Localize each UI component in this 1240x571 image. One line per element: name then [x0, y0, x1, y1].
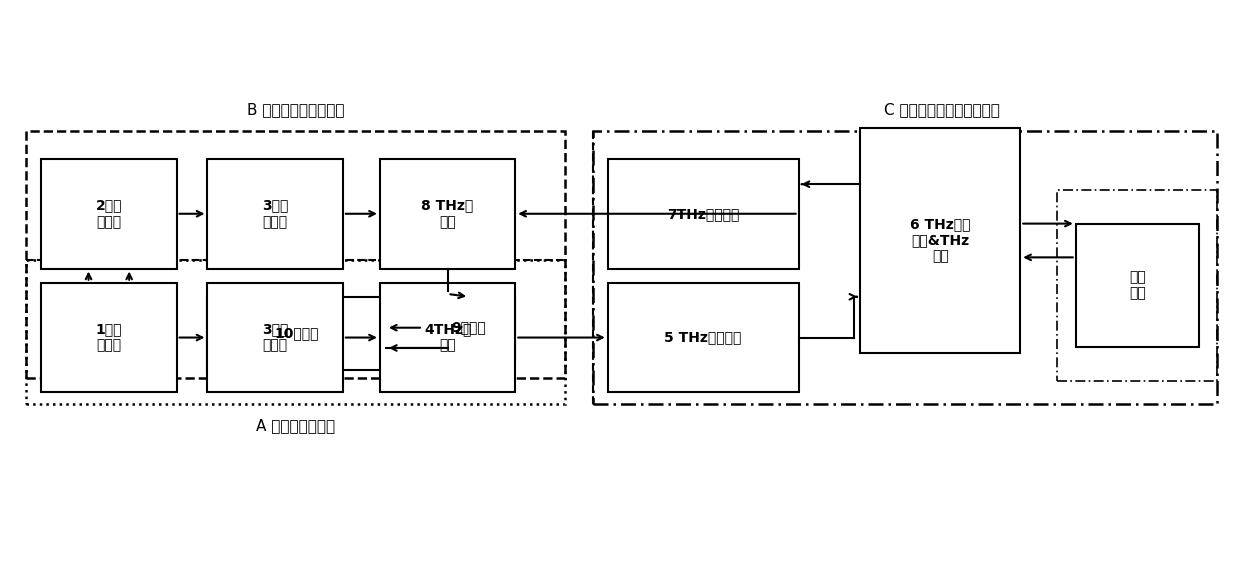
- Bar: [26, 131, 564, 379]
- Bar: [861, 128, 1021, 353]
- Bar: [41, 283, 176, 392]
- Text: C 太赫兹探测头光学子系统: C 太赫兹探测头光学子系统: [884, 102, 999, 116]
- Bar: [379, 283, 516, 392]
- Bar: [41, 159, 176, 268]
- Bar: [608, 159, 799, 268]
- Text: 5 THz准直镜组: 5 THz准直镜组: [665, 331, 742, 344]
- Bar: [593, 131, 1218, 404]
- Bar: [1058, 190, 1218, 381]
- Bar: [207, 283, 343, 392]
- Text: 2光学
延迟线: 2光学 延迟线: [95, 199, 122, 229]
- Bar: [423, 297, 516, 359]
- Text: 6 THz折转
光路&THz
窗口: 6 THz折转 光路&THz 窗口: [910, 218, 971, 264]
- Bar: [207, 159, 343, 268]
- Text: 7THz缩束镜组: 7THz缩束镜组: [667, 207, 739, 221]
- Bar: [26, 260, 564, 404]
- Text: 3光纤
耦合器: 3光纤 耦合器: [262, 323, 289, 353]
- Bar: [379, 159, 516, 268]
- Text: 9放大器: 9放大器: [451, 321, 486, 335]
- Text: 10计算机: 10计算机: [274, 327, 319, 340]
- Bar: [608, 283, 799, 392]
- Bar: [1076, 224, 1199, 347]
- Text: 4THz发
射器: 4THz发 射器: [424, 323, 471, 353]
- Text: A 太赫兹源子系统: A 太赫兹源子系统: [255, 418, 335, 433]
- Text: B 太赫兹探测器子系统: B 太赫兹探测器子系统: [247, 102, 345, 116]
- Bar: [207, 297, 386, 370]
- Text: 3光纤
耦合器: 3光纤 耦合器: [262, 199, 289, 229]
- Text: 探测
目标: 探测 目标: [1128, 271, 1146, 300]
- Text: 8 THz接
收器: 8 THz接 收器: [422, 199, 474, 229]
- Text: 1飞秒
激光器: 1飞秒 激光器: [95, 323, 122, 353]
